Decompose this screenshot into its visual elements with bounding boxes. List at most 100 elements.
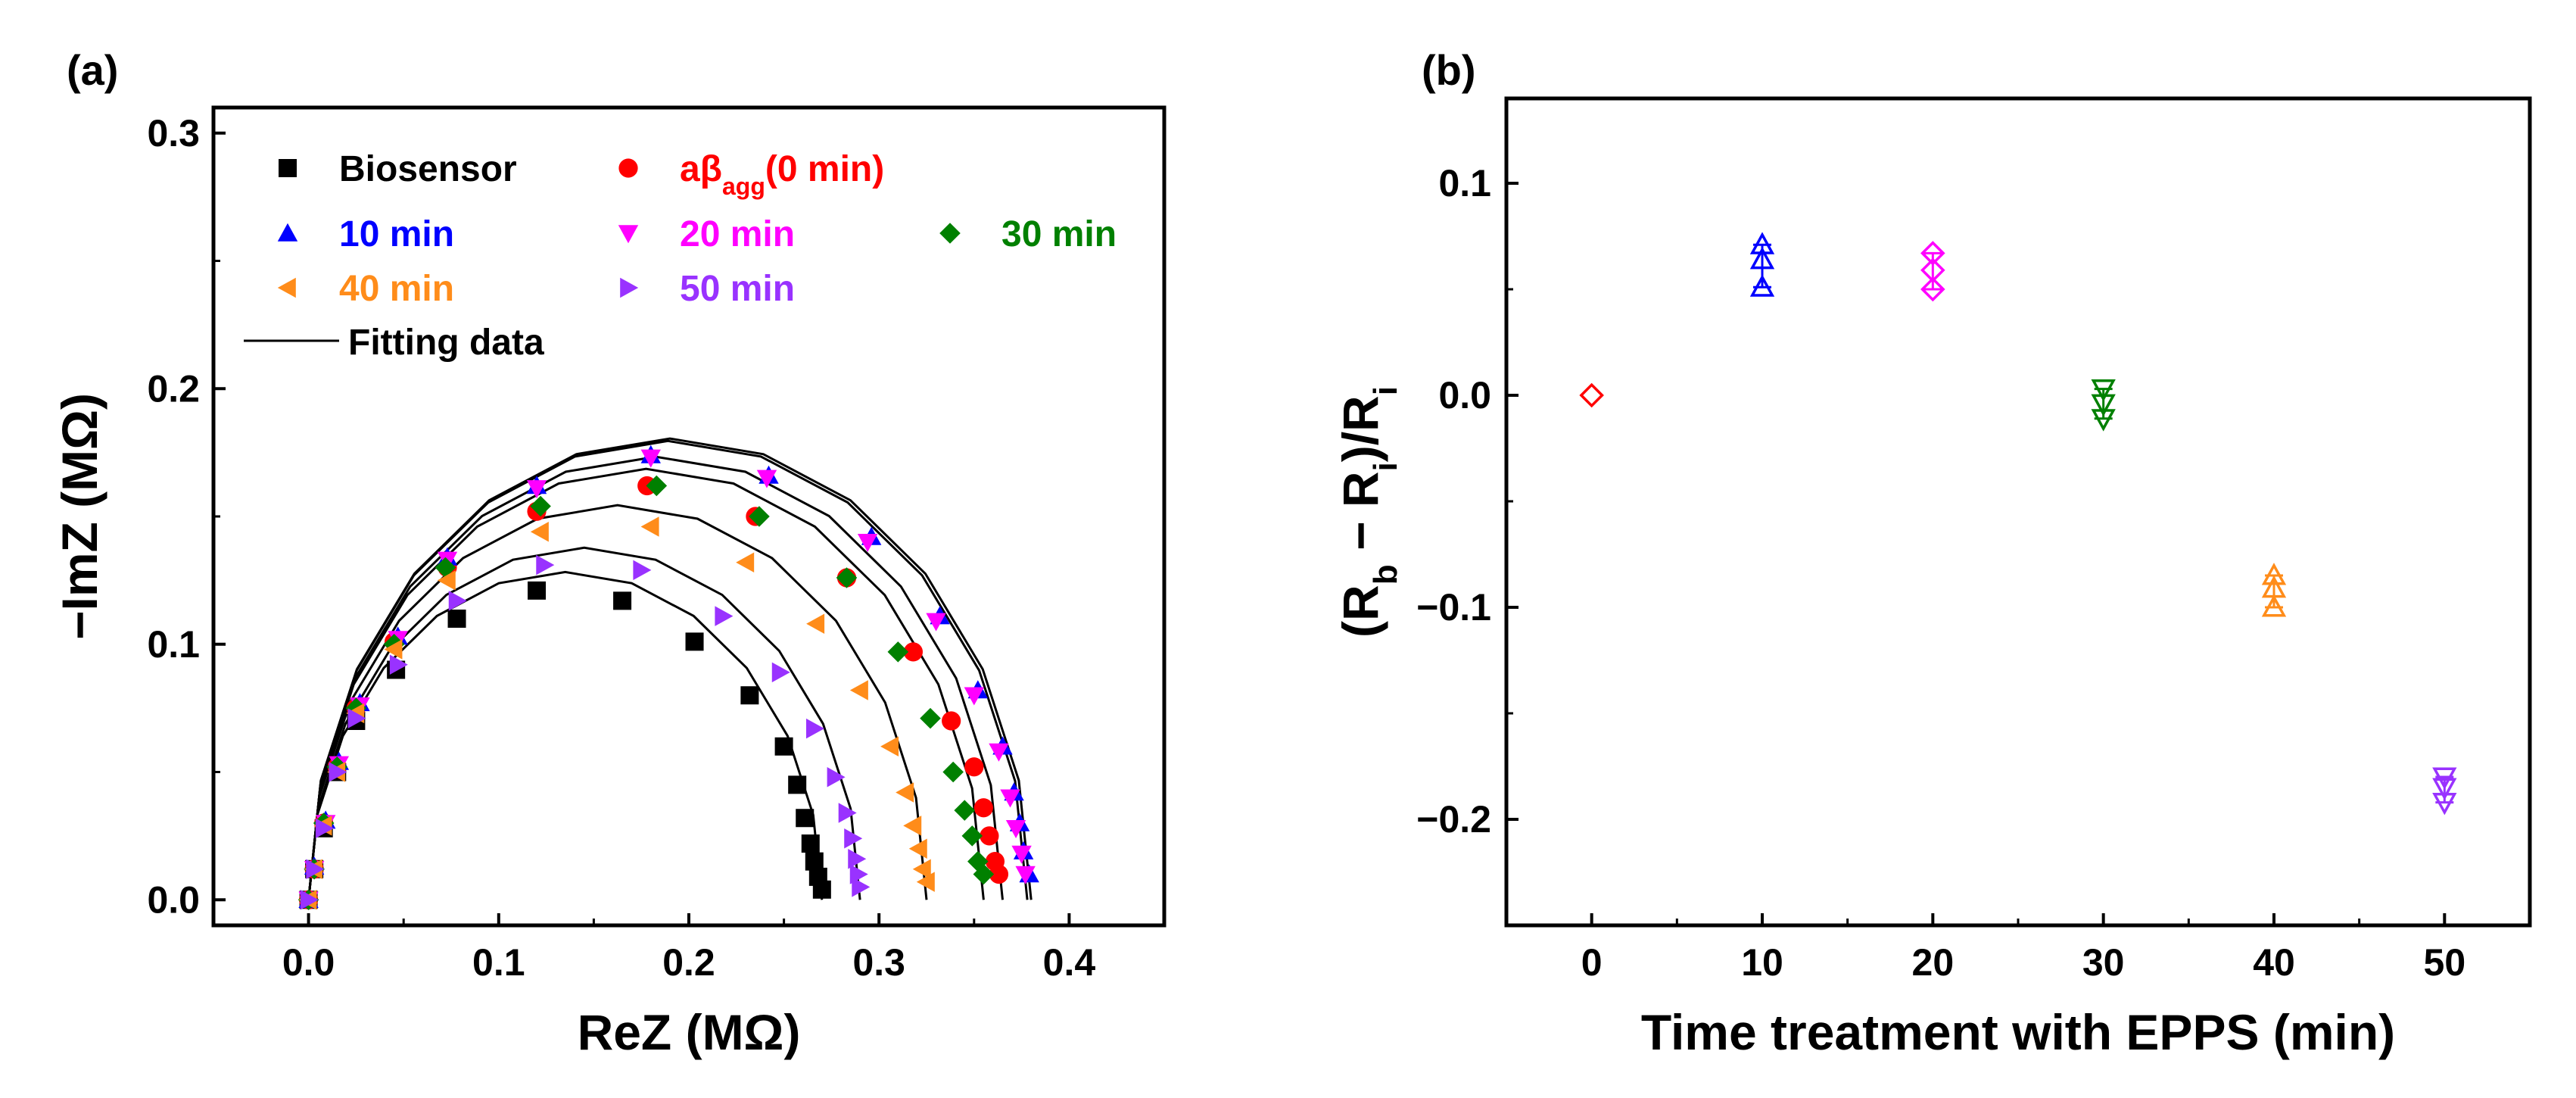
panel-b-y-axis-label: (Rb − Ri)/Ri [1332, 386, 1404, 638]
a-data-point [812, 880, 831, 899]
a-legend-label: 50 min [680, 269, 795, 309]
a-data-point [528, 581, 547, 600]
a-data-point [384, 639, 403, 660]
a-data-point [1015, 866, 1036, 884]
a-data-point [908, 838, 927, 859]
a-data-point [613, 591, 632, 610]
a-series [298, 449, 1036, 910]
a-fit-curve [307, 439, 1029, 900]
b-point-group [2432, 767, 2457, 816]
a-legend-marker [277, 277, 296, 298]
a-data-point [964, 757, 984, 777]
a-data-point [448, 591, 467, 611]
b-data-point [2261, 563, 2287, 585]
panel-a-data-points [297, 445, 1039, 911]
b-point-group [2091, 379, 2116, 432]
a-data-point [715, 606, 734, 626]
a-data-point [848, 849, 867, 869]
a-fit-curve [307, 570, 824, 900]
a-data-point [633, 560, 652, 581]
a-data-point [801, 834, 820, 853]
a-data-point [852, 877, 871, 897]
a-data-point [989, 743, 1009, 762]
a-data-point [849, 680, 868, 700]
a-data-point [774, 737, 793, 756]
b-x-tick-label: 40 [2253, 941, 2295, 984]
a-data-point [329, 762, 347, 782]
a-y-tick-label: 0.2 [147, 367, 200, 410]
a-legend-label: 30 min [1001, 214, 1117, 254]
b-data-point [2432, 778, 2457, 800]
a-data-point [640, 516, 659, 537]
b-x-tick-label: 20 [1912, 941, 1955, 984]
panel-a-x-axis-label: ReZ (MΩ) [578, 1004, 801, 1060]
a-data-point [942, 711, 961, 731]
a-data-point [805, 852, 824, 871]
a-data-point [844, 828, 863, 849]
b-data-point [2091, 379, 2116, 402]
a-x-tick-label: 0.1 [472, 941, 525, 984]
a-data-point [836, 567, 858, 588]
a-x-tick-label: 0.3 [852, 941, 905, 984]
a-legend-marker [618, 225, 639, 244]
b-point-group [1579, 382, 1604, 408]
a-data-point [964, 687, 984, 706]
a-y-tick-label: 0.0 [147, 878, 200, 921]
a-data-point [756, 469, 777, 488]
panel-a-label: (a) [67, 46, 118, 94]
b-x-tick-label: 50 [2424, 941, 2466, 984]
a-data-point [942, 761, 964, 783]
a-data-point [961, 825, 983, 847]
b-data-point [1749, 274, 1775, 297]
panel-b-plot-frame [1504, 96, 2532, 928]
a-series [297, 475, 995, 911]
a-data-point [954, 800, 976, 821]
a-data-point [536, 554, 555, 576]
a-fit-curve [307, 467, 985, 900]
a-fit-curve [307, 546, 861, 900]
a-data-point [771, 662, 790, 683]
panel-a-legend: Biosensor aβagg(0 min) 10 min 20 min 30 min 4… [244, 149, 1117, 363]
b-data-point [2091, 409, 2116, 432]
a-data-point [300, 890, 319, 910]
panel-a-y-axis-label: −ImZ (MΩ) [51, 393, 107, 640]
a-legend-marker [279, 159, 297, 177]
a-data-point [435, 557, 456, 579]
b-y-tick-label: 0.1 [1438, 162, 1491, 204]
a-fit-curve [307, 504, 928, 900]
a-x-tick-label: 0.0 [282, 941, 335, 984]
a-fit-curve [307, 437, 1033, 900]
a-data-point [926, 613, 946, 632]
a-data-point [315, 818, 334, 838]
a-legend-marker [620, 277, 639, 298]
a-data-point [838, 803, 857, 823]
a-series [300, 554, 871, 910]
a-data-point [685, 632, 704, 651]
a-legend-label: aβagg(0 min) [680, 149, 884, 200]
a-data-point [805, 718, 824, 739]
b-y-tick-label: 0.0 [1438, 374, 1491, 416]
a-data-point [912, 859, 931, 879]
a-data-point [880, 736, 899, 756]
b-y-tick-label: −0.2 [1416, 798, 1491, 841]
a-legend-marker [277, 223, 298, 242]
b-data-point [1579, 382, 1604, 408]
a-data-point [1011, 845, 1032, 864]
a-data-point [1000, 789, 1020, 808]
panel-b-relative-change-plot: (b) 0 10 20 30 40 50 0.1 0.0 −0.1 −0.2 Time treat… [1332, 46, 2532, 1060]
a-data-point [447, 610, 466, 628]
b-point-group [1920, 241, 1945, 302]
a-data-point [973, 798, 993, 818]
a-data-point [736, 552, 755, 572]
a-data-point [896, 782, 914, 803]
a-data-point [980, 826, 999, 846]
panel-b-label: (b) [1422, 46, 1476, 94]
panel-a-axis-ticks: 0.0 0.1 0.2 0.3 0.4 0.0 0.1 0.2 0.3 [147, 112, 1166, 984]
b-data-point [1920, 241, 1945, 266]
a-y-tick-label: 0.1 [147, 623, 200, 666]
a-legend-label: 20 min [680, 214, 795, 254]
a-data-point [306, 859, 325, 879]
panel-b-data-points [1579, 232, 2457, 816]
a-data-point [749, 506, 770, 527]
